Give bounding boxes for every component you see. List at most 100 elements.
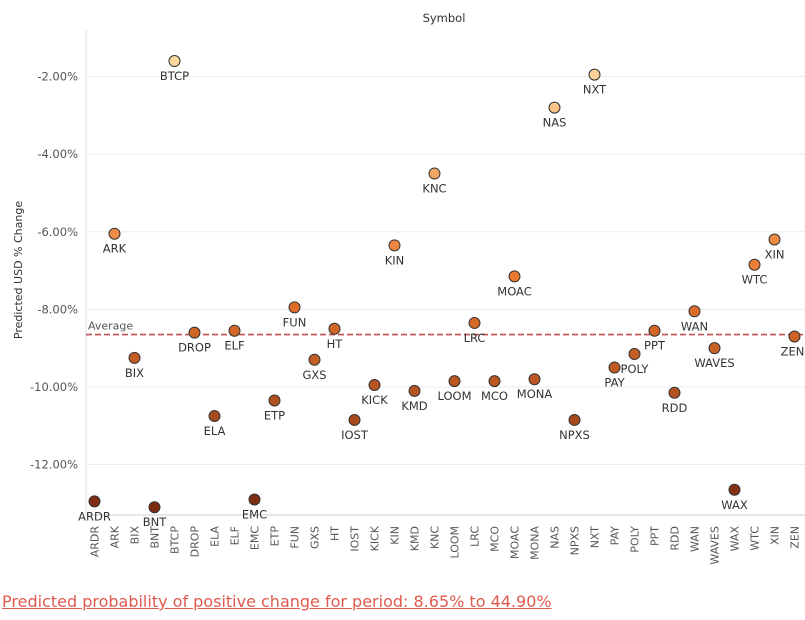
data-point-npxs[interactable] <box>568 413 581 426</box>
x-tick-label: ARDR <box>89 526 102 558</box>
data-label-ppt: PPT <box>644 339 666 353</box>
data-label-rdd: RDD <box>662 401 688 415</box>
x-tick-label: ZEN <box>789 526 802 549</box>
x-tick-label: ARK <box>109 525 122 548</box>
x-tick-label: XIN <box>769 526 782 545</box>
data-point-knc[interactable] <box>428 167 441 180</box>
data-point-drop[interactable] <box>188 326 201 339</box>
data-labels: ARDR ARK BIX BNT BTCP DROP ELA ELF EMC ETP FUN GXS H… <box>78 69 804 529</box>
x-tick-label: WAX <box>729 526 742 552</box>
axes: -2.00%-4.00%-6.00%-8.00%-10.00%-12.00%AR… <box>30 30 805 565</box>
data-point-etp[interactable] <box>268 394 281 407</box>
data-point-ark[interactable] <box>108 227 121 240</box>
data-label-bix: BIX <box>125 366 144 380</box>
x-tick-label: NXT <box>589 526 602 549</box>
data-label-btcp: BTCP <box>160 69 189 83</box>
data-point-lrc[interactable] <box>468 316 481 329</box>
data-point-ppt[interactable] <box>648 324 661 337</box>
data-point-wax[interactable] <box>728 483 741 496</box>
data-label-nas: NAS <box>543 116 567 130</box>
data-label-npxs: NPXS <box>559 428 590 442</box>
data-point-ela[interactable] <box>208 410 221 423</box>
x-tick-label: PPT <box>649 526 662 546</box>
data-point-pay[interactable] <box>608 361 621 374</box>
data-point-zen[interactable] <box>788 330 801 343</box>
data-label-lrc: LRC <box>464 331 486 345</box>
data-label-gxs: GXS <box>302 368 326 382</box>
data-point-kmd[interactable] <box>408 384 421 397</box>
y-axis-label: Predicted USD % Change <box>12 201 25 339</box>
x-tick-label: POLY <box>629 526 642 553</box>
data-label-knc: KNC <box>422 182 446 196</box>
data-point-ardr[interactable] <box>88 495 101 508</box>
data-label-ht: HT <box>327 337 344 351</box>
data-label-ela: ELA <box>204 424 226 438</box>
data-point-btcp[interactable] <box>168 55 181 68</box>
data-point-wan[interactable] <box>688 305 701 318</box>
data-point-gxs[interactable] <box>308 353 321 366</box>
data-point-mona[interactable] <box>528 373 541 386</box>
data-point-moac[interactable] <box>508 270 521 283</box>
x-tick-label: NPXS <box>569 526 582 555</box>
data-label-emc: EMC <box>242 507 267 521</box>
x-tick-label: ETP <box>269 526 282 547</box>
x-tick-label: ELA <box>209 526 222 547</box>
x-tick-label: BIX <box>129 526 142 545</box>
average-reference-line: Average <box>86 320 805 336</box>
x-tick-label: WAVES <box>709 526 722 565</box>
data-point-loom[interactable] <box>448 375 461 388</box>
data-label-ark: ARK <box>103 242 127 256</box>
data-point-kin[interactable] <box>388 239 401 252</box>
x-tick-label: MCO <box>489 526 502 552</box>
data-label-waves: WAVES <box>694 356 734 370</box>
y-tick-label: -10.00% <box>30 380 78 394</box>
data-label-poly: POLY <box>621 362 650 376</box>
x-tick-label: NAS <box>549 526 562 549</box>
data-point-ht[interactable] <box>328 322 341 335</box>
data-point-nxt[interactable] <box>588 68 601 81</box>
data-label-iost: IOST <box>341 428 369 442</box>
data-point-bnt[interactable] <box>148 501 161 514</box>
x-tick-label: RDD <box>669 526 682 551</box>
x-tick-label: IOST <box>349 526 362 552</box>
x-tick-label: BTCP <box>169 526 182 554</box>
x-tick-label: FUN <box>289 526 302 549</box>
chart-title: Symbol <box>423 11 466 25</box>
data-label-mco: MCO <box>481 389 508 403</box>
data-point-fun[interactable] <box>288 301 301 314</box>
y-tick-label: -6.00% <box>37 225 78 239</box>
data-point-wtc[interactable] <box>748 258 761 271</box>
x-tick-label: ELF <box>229 526 242 545</box>
data-points[interactable] <box>88 55 801 514</box>
data-point-waves[interactable] <box>708 342 721 355</box>
x-tick-label: PAY <box>609 526 622 546</box>
data-label-elf: ELF <box>224 339 244 353</box>
x-tick-label: WAN <box>689 526 702 552</box>
data-point-iost[interactable] <box>348 413 361 426</box>
data-point-bix[interactable] <box>128 351 141 364</box>
data-label-mona: MONA <box>517 387 553 401</box>
data-point-poly[interactable] <box>628 347 641 360</box>
y-tick-label: -4.00% <box>37 147 78 161</box>
data-label-etp: ETP <box>264 409 285 423</box>
scatter-chart: -2.00%-4.00%-6.00%-8.00%-10.00%-12.00%AR… <box>12 11 805 565</box>
data-label-wax: WAX <box>721 498 748 512</box>
gridlines <box>86 76 805 466</box>
data-point-mco[interactable] <box>488 375 501 388</box>
data-label-zen: ZEN <box>781 345 805 359</box>
data-label-ardr: ARDR <box>78 509 111 523</box>
data-label-moac: MOAC <box>497 284 531 298</box>
x-tick-label: KNC <box>429 526 442 549</box>
probability-footer-link[interactable]: Predicted probability of positive change… <box>2 592 552 611</box>
x-tick-label: HT <box>329 526 342 541</box>
average-label: Average <box>88 320 133 333</box>
data-label-loom: LOOM <box>437 389 471 403</box>
data-point-elf[interactable] <box>228 324 241 337</box>
data-point-kick[interactable] <box>368 379 381 392</box>
data-point-rdd[interactable] <box>668 386 681 399</box>
data-point-xin[interactable] <box>768 233 781 246</box>
data-label-xin: XIN <box>765 248 785 262</box>
data-point-emc[interactable] <box>248 493 261 506</box>
data-point-nas[interactable] <box>548 101 561 114</box>
x-tick-label: EMC <box>249 526 262 550</box>
